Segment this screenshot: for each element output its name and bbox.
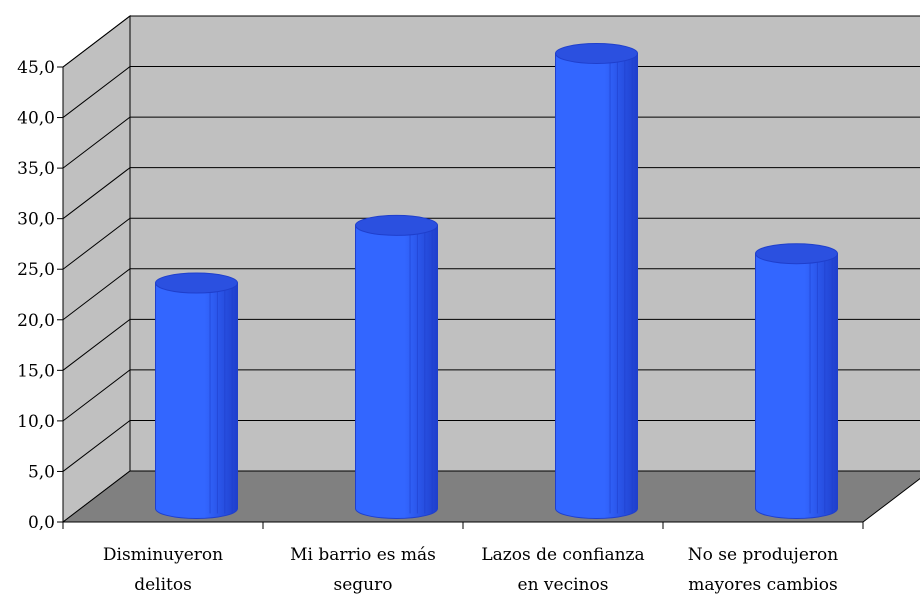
y-tick-label: 25,0: [17, 260, 55, 280]
y-tick-label: 20,0: [17, 311, 55, 331]
bar-1: [155, 272, 238, 519]
x-category-label: No se produjeron: [688, 545, 838, 565]
bar-2: [355, 214, 438, 519]
gridline: [62, 318, 920, 371]
x-category-label: Lazos de confianza: [481, 545, 644, 565]
gridline: [62, 167, 920, 220]
bars-group: [155, 43, 838, 519]
x-category-label: Disminuyeron: [103, 545, 223, 565]
x-axis-labels: Disminuyeron delitos Mi barrio es más segur…: [62, 522, 864, 595]
y-tick-label: 5,0: [28, 462, 55, 482]
gridline: [62, 217, 920, 270]
bar-top: [155, 272, 238, 294]
bar-top: [355, 214, 438, 236]
bar-top: [555, 43, 638, 64]
gridline: [62, 116, 920, 169]
y-tick-label: 15,0: [17, 361, 55, 381]
y-tick-label: 10,0: [17, 412, 55, 432]
bar-3: [555, 43, 638, 519]
x-category-label: mayores cambios: [688, 575, 837, 595]
y-tick-label: 35,0: [17, 159, 55, 179]
x-category-label: Mi barrio es más: [290, 545, 436, 565]
gridline: [62, 268, 920, 321]
x-category-label: en vecinos: [518, 575, 609, 595]
gridlines: [62, 15, 920, 472]
y-tick-label: 45,0: [17, 58, 55, 78]
y-axis-ticks: 0,0 5,0 10,0 15,0 20,0 25,0 30,0 35,0 40,0 45,0: [17, 58, 63, 533]
gridline: [62, 419, 920, 472]
gridline: [62, 66, 920, 118]
x-category-label: seguro: [334, 575, 393, 595]
y-tick-label: 0,0: [28, 513, 55, 533]
x-category-label: delitos: [134, 575, 192, 595]
bar-top: [755, 243, 838, 265]
gridline: [62, 15, 920, 68]
bar-4: [755, 243, 838, 519]
y-tick-label: 40,0: [17, 109, 55, 129]
y-tick-label: 30,0: [17, 210, 55, 230]
gridline: [62, 369, 920, 422]
